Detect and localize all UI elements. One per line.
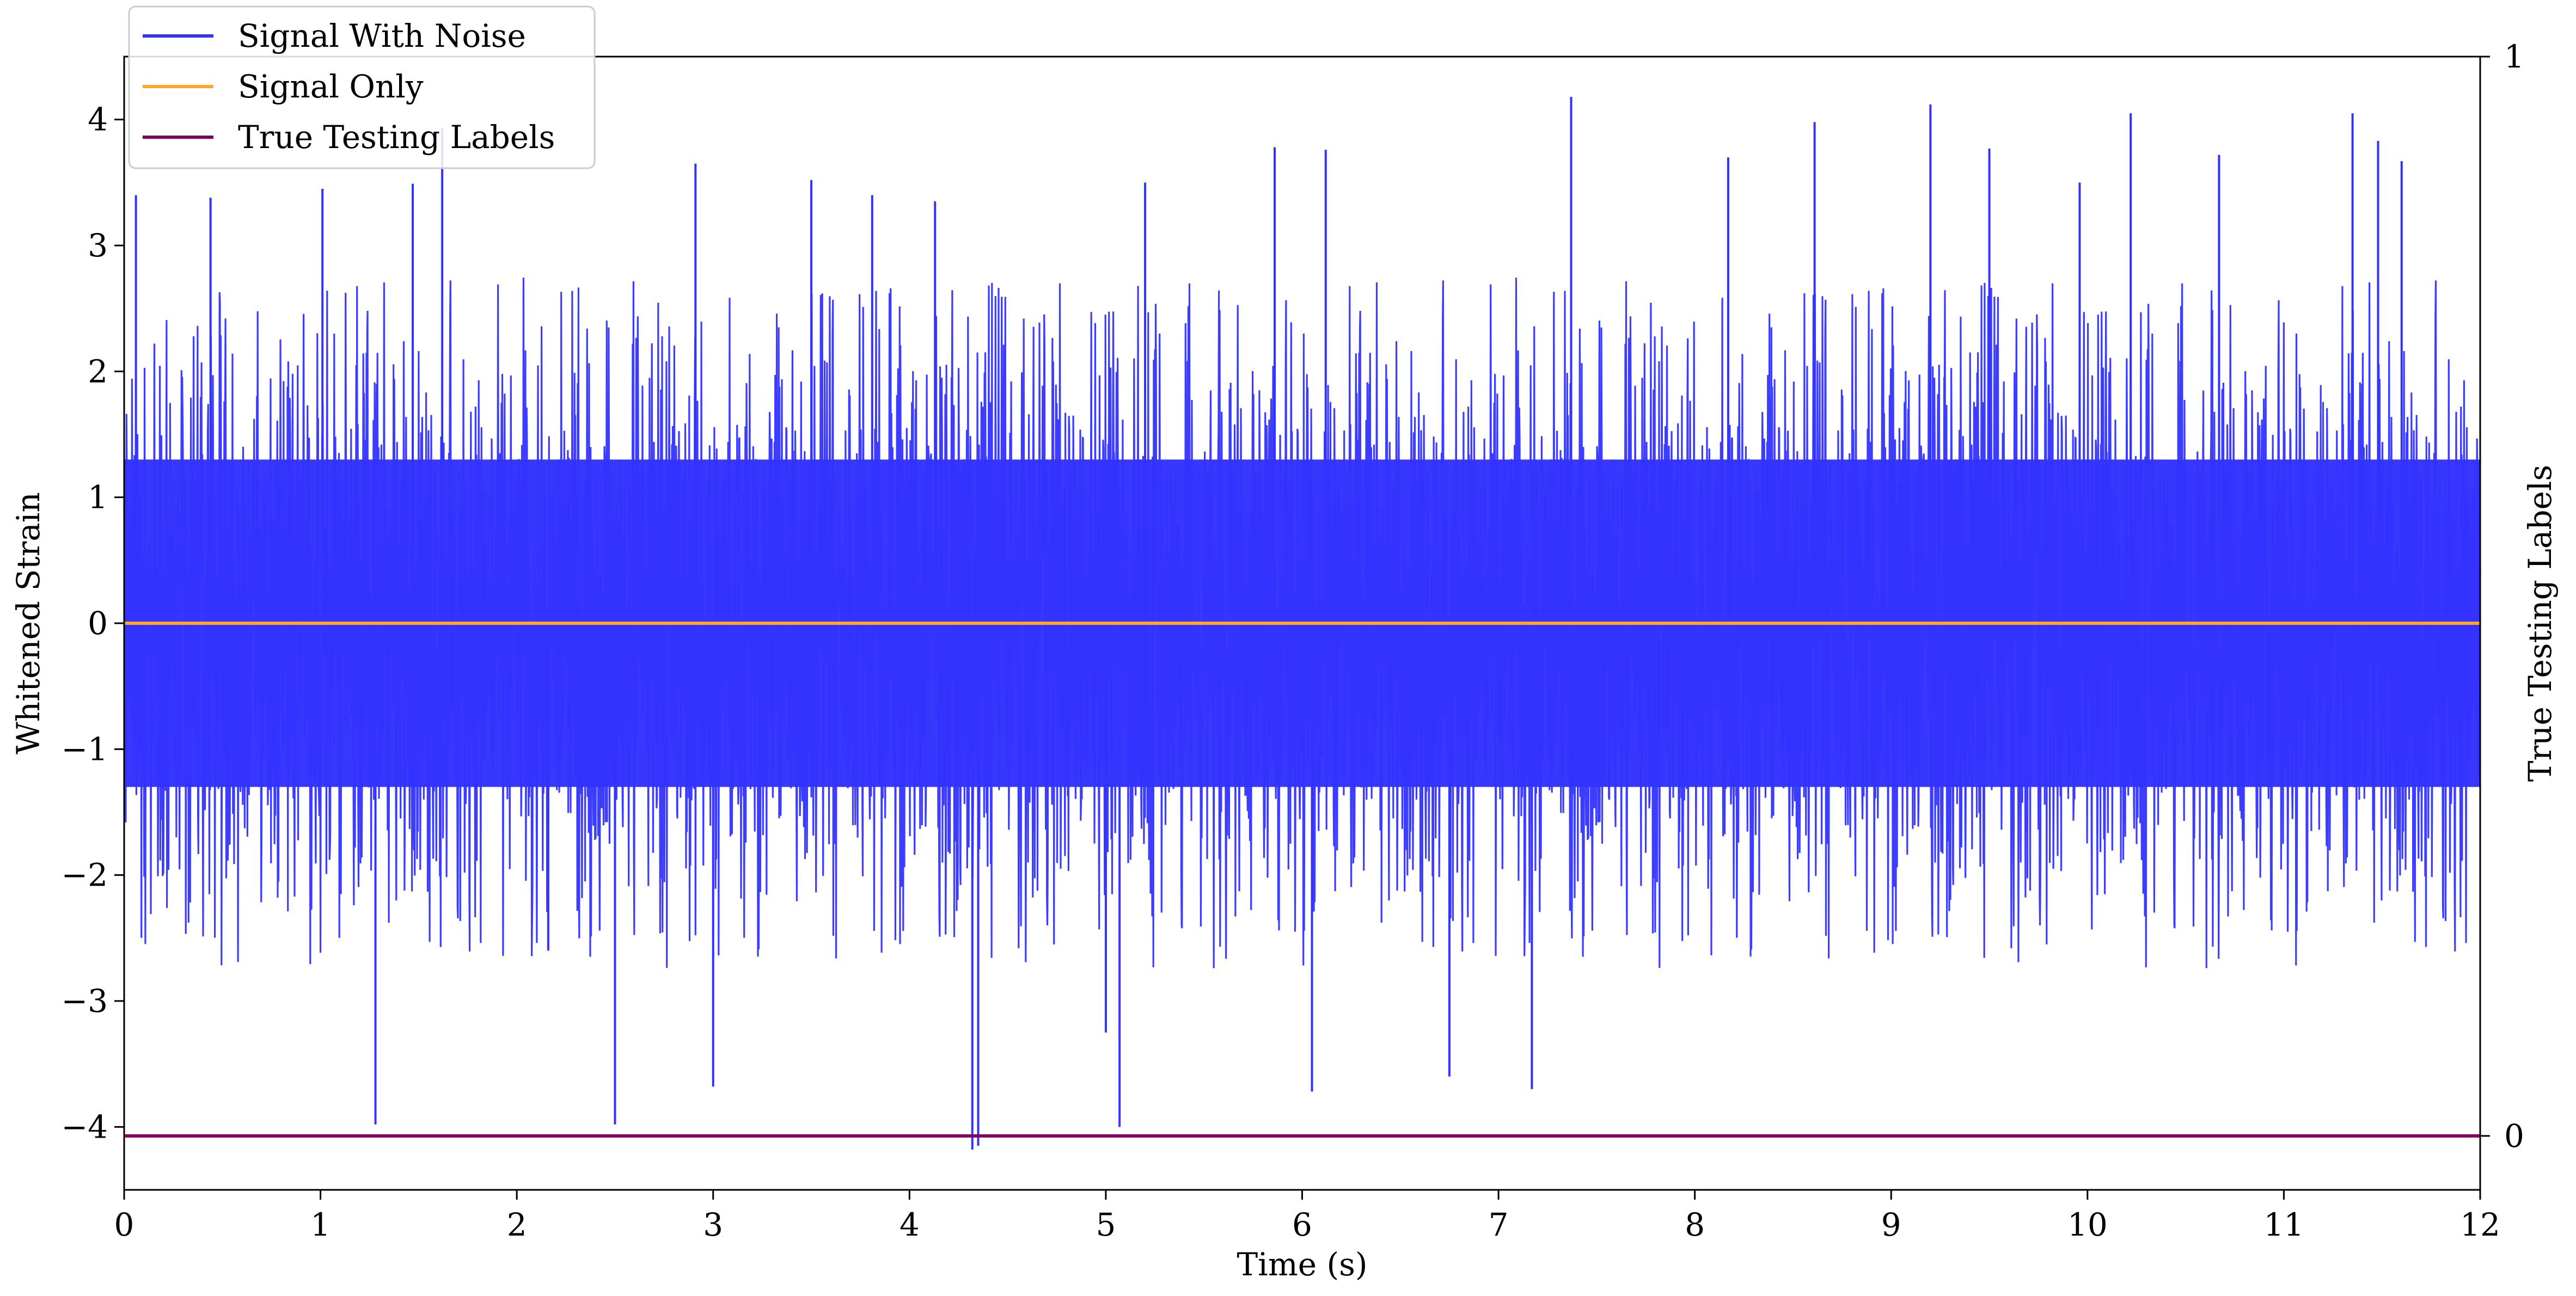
y-tick-label: −4 bbox=[62, 1108, 108, 1145]
x-tick-label: 3 bbox=[703, 1206, 723, 1243]
y-tick-label: −1 bbox=[62, 730, 108, 767]
x-tick-label: 11 bbox=[2264, 1206, 2304, 1243]
y-tick-label: 3 bbox=[88, 227, 108, 264]
x-tick-label: 1 bbox=[310, 1206, 331, 1243]
legend-label: True Testing Labels bbox=[238, 119, 555, 156]
legend-label: Signal With Noise bbox=[238, 17, 526, 54]
legend-label: Signal Only bbox=[238, 68, 424, 105]
legend-box bbox=[128, 5, 596, 169]
x-tick-label: 6 bbox=[1292, 1206, 1312, 1243]
y-axis-left: 4 3 2 1 0 −1 −2 −3 −4 bbox=[62, 101, 124, 1145]
plot-area bbox=[123, 97, 2481, 1150]
y-tick-label: 2 bbox=[88, 353, 108, 390]
x-tick-label: 8 bbox=[1685, 1206, 1705, 1243]
y-axis-label: Whitened Strain bbox=[10, 492, 47, 754]
y-right-tick-label: 0 bbox=[2504, 1117, 2524, 1154]
x-tick-label: 2 bbox=[507, 1206, 527, 1243]
legend: Signal With Noise Signal Only True Testing… bbox=[128, 5, 596, 169]
y-tick-label: 4 bbox=[88, 101, 108, 138]
y-tick-label: 0 bbox=[88, 605, 108, 642]
x-tick-label: 0 bbox=[114, 1206, 134, 1243]
x-axis: 0 1 2 3 4 5 6 7 8 9 10 11 12 bbox=[114, 1190, 2500, 1243]
x-tick-label: 9 bbox=[1881, 1206, 1901, 1243]
x-tick-label: 10 bbox=[2067, 1206, 2108, 1243]
x-tick-label: 5 bbox=[1096, 1206, 1116, 1243]
y-axis-label-right: True Testing Labels bbox=[2522, 465, 2559, 782]
x-tick-label: 12 bbox=[2460, 1206, 2500, 1243]
x-axis-label: Time (s) bbox=[1237, 1246, 1367, 1283]
x-tick-label: 4 bbox=[900, 1206, 920, 1243]
x-tick-label: 7 bbox=[1489, 1206, 1509, 1243]
y-tick-label: 1 bbox=[88, 479, 108, 516]
y-tick-label: −3 bbox=[62, 982, 108, 1019]
y-axis-right: 10 bbox=[2480, 38, 2524, 1154]
y-tick-label: −2 bbox=[62, 857, 108, 894]
y-right-tick-label: 1 bbox=[2504, 38, 2524, 75]
